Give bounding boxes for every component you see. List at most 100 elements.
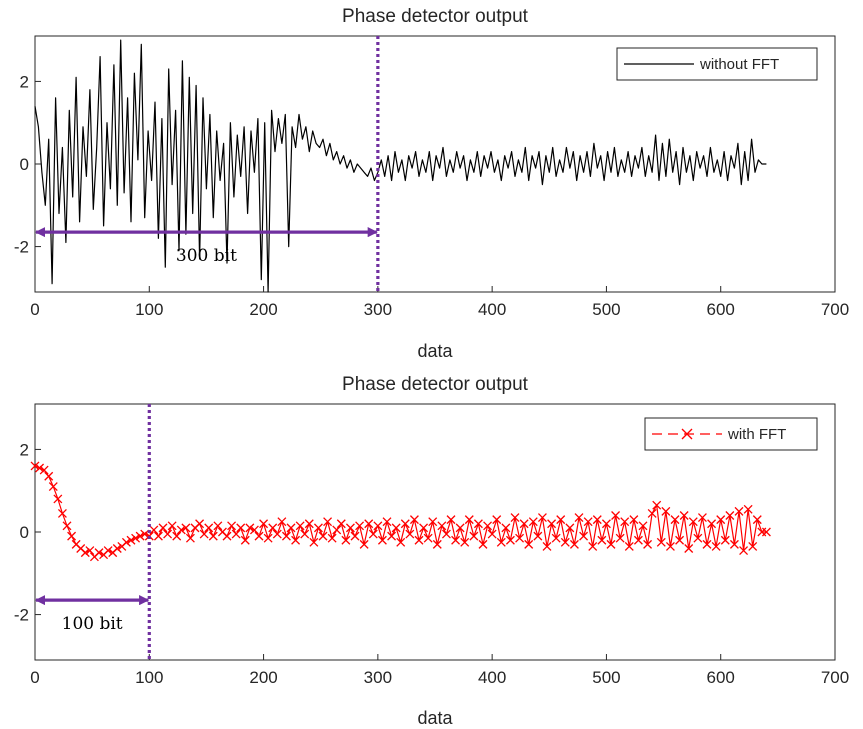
data-point-marker	[327, 533, 337, 543]
data-point-marker	[236, 523, 246, 533]
chart-bottom: Phase detector output 0 100 200 300 400 500 60…	[14, 374, 849, 728]
data-point-marker	[48, 482, 58, 492]
data-point-marker	[112, 544, 122, 553]
data-point-marker	[460, 537, 470, 547]
data-point-marker	[309, 537, 319, 547]
data-point-marker	[341, 535, 351, 545]
x-tick-label: 0	[30, 668, 39, 687]
data-point-marker	[542, 541, 552, 551]
data-point-marker	[510, 513, 520, 523]
data-point-marker	[565, 523, 575, 533]
data-point-marker	[633, 535, 643, 545]
data-point-marker	[533, 531, 543, 541]
data-point-marker	[592, 515, 602, 525]
data-point-marker	[44, 471, 54, 481]
data-point-marker	[153, 531, 163, 541]
x-axis-label: data	[417, 708, 453, 728]
plot-area: 0 100 200 300 400 500 600 700 -2 0 2 300 bit witho…	[14, 35, 849, 319]
data-point-marker	[711, 541, 721, 551]
data-point-marker	[748, 541, 758, 551]
data-point-marker	[473, 519, 483, 529]
data-point-marker	[624, 541, 634, 551]
x-tick-label: 200	[249, 300, 277, 319]
data-point-marker	[345, 523, 355, 533]
series-group	[34, 39, 767, 293]
y-tick-label: 0	[20, 523, 29, 542]
y-tick-label: -2	[14, 606, 29, 625]
data-point-marker	[720, 535, 730, 545]
data-point-marker	[743, 504, 753, 514]
x-tick-label: 500	[592, 668, 620, 687]
data-point-marker	[199, 529, 209, 539]
data-point-marker	[729, 539, 739, 549]
data-point-marker	[391, 523, 401, 533]
x-tick-label: 100	[135, 300, 163, 319]
data-point-marker	[707, 519, 717, 529]
x-tick-label: 700	[821, 300, 849, 319]
chart-top: Phase detector output 0 100 200 300 400 500 60…	[14, 6, 849, 361]
data-point-marker	[611, 511, 621, 520]
data-point-marker	[679, 511, 689, 520]
data-point-marker	[35, 463, 45, 473]
data-point-marker	[620, 517, 630, 527]
data-point-marker	[231, 529, 241, 539]
data-point-marker	[697, 513, 707, 523]
data-point-marker	[405, 529, 415, 539]
x-tick-label: 400	[478, 668, 506, 687]
data-point-marker	[556, 515, 566, 525]
data-point-marker	[428, 517, 438, 527]
data-point-marker	[281, 531, 291, 541]
data-point-marker	[661, 506, 671, 516]
data-point-marker	[131, 533, 141, 543]
data-point-marker	[318, 531, 328, 541]
data-point-marker	[213, 521, 223, 531]
data-point-marker	[419, 523, 429, 533]
data-point-marker	[195, 519, 205, 529]
data-point-marker	[739, 546, 749, 556]
data-point-marker	[208, 531, 218, 541]
data-point-marker	[67, 531, 77, 541]
data-point-marker	[377, 535, 387, 545]
data-point-marker	[245, 523, 255, 533]
data-point-marker	[140, 529, 150, 539]
x-tick-label: 300	[364, 668, 392, 687]
data-point-marker	[716, 515, 726, 525]
data-point-marker	[487, 529, 497, 539]
data-point-marker	[483, 521, 493, 531]
data-point-marker	[167, 521, 177, 531]
data-point-marker	[249, 525, 259, 535]
data-point-marker	[373, 521, 383, 531]
annotations: 100 bit	[34, 404, 151, 660]
data-point-marker	[204, 523, 214, 533]
x-tick-label: 500	[592, 300, 620, 319]
data-point-marker	[149, 525, 159, 535]
legend-label: without FFT	[699, 56, 779, 73]
x-tick-label: 700	[821, 668, 849, 687]
data-point-marker	[39, 465, 49, 475]
data-point-marker	[85, 546, 95, 556]
data-point-marker	[300, 529, 310, 539]
data-point-marker	[528, 517, 538, 527]
annotation-label: 300 bit	[176, 246, 237, 266]
data-point-marker	[464, 515, 474, 525]
data-point-marker	[272, 529, 282, 539]
data-point-marker	[492, 515, 502, 525]
x-tick-label: 200	[249, 668, 277, 687]
data-point-marker	[423, 533, 433, 543]
data-point-marker	[437, 521, 447, 531]
data-point-marker	[240, 535, 250, 545]
data-point-marker	[451, 535, 461, 545]
ticks: 0 100 200 300 400 500 600 700 -2 0 2	[14, 72, 849, 319]
legend-marker-x	[681, 428, 693, 440]
x-tick-label: 400	[478, 300, 506, 319]
data-point-marker	[277, 517, 287, 527]
data-point-marker	[172, 531, 182, 541]
data-point-marker	[121, 537, 131, 547]
data-point-marker	[734, 506, 744, 516]
data-point-marker	[551, 533, 561, 543]
data-point-marker	[268, 523, 278, 533]
plot-area: 0 100 200 300 400 500 600 700 -2 0 2 100 bit with …	[14, 403, 849, 687]
data-point-marker	[496, 537, 506, 547]
data-point-marker	[643, 539, 653, 549]
